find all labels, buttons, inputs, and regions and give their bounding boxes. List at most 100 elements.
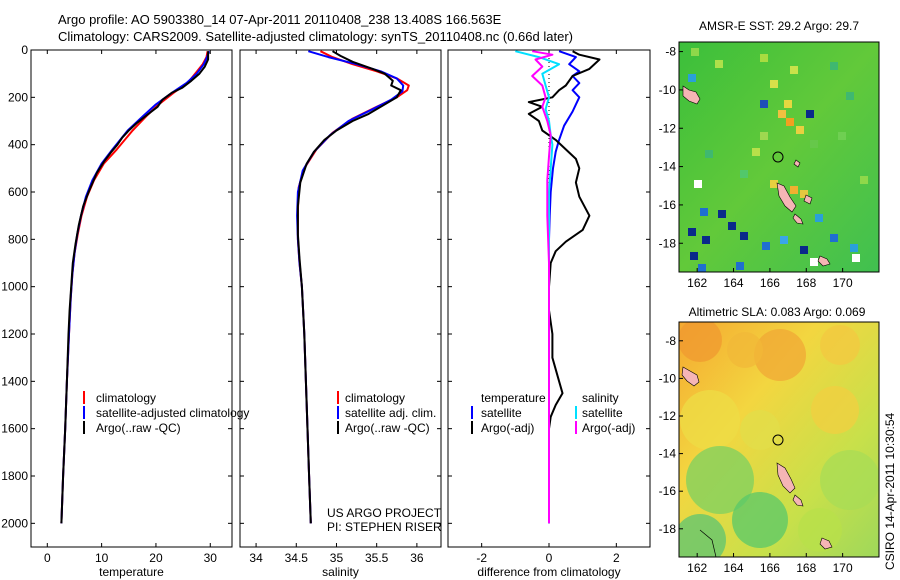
header-line1: Argo profile: AO 5903380_14 07-Apr-2011 …: [58, 12, 502, 27]
sla-blob: [727, 332, 763, 368]
y-tick-label: -10: [659, 371, 677, 385]
legend-label-argo: Argo(..raw -QC): [96, 421, 181, 435]
sst-cell: [688, 228, 696, 236]
y-tick-label: -14: [659, 160, 677, 174]
sst-cell: [691, 48, 699, 56]
legend-label-temp-satellite: satellite: [481, 406, 522, 420]
sla-map: [679, 322, 879, 557]
x-tick-label: 164: [724, 276, 744, 290]
sst-map-title: AMSR-E SST: 29.2 Argo: 29.7: [699, 19, 859, 33]
island-5: [819, 537, 833, 550]
sst-cell: [770, 180, 778, 188]
sst-cell: [815, 214, 823, 222]
x-tick-label: 20: [149, 551, 163, 565]
sst-cell: [702, 236, 710, 244]
sst-cell: [838, 132, 846, 140]
sst-cells: [688, 48, 868, 272]
sst-cell: [780, 236, 788, 244]
y-tick-label: -18: [659, 236, 677, 250]
sst-cell: [770, 80, 778, 88]
y-tick-label: -14: [659, 447, 677, 461]
y-tick-label: -18: [659, 522, 677, 536]
legend-title-temperature: temperature: [481, 391, 546, 405]
x-tick-label: 0: [546, 551, 553, 565]
sst-cell: [740, 170, 748, 178]
y-tick-label: -10: [659, 83, 677, 97]
legend-label-climatology: climatology: [96, 391, 156, 405]
island-1: [681, 366, 700, 387]
x-tick-label: 170: [833, 276, 853, 290]
x-tick-label: 34: [249, 551, 263, 565]
series-line: [60, 51, 209, 524]
x-tick-label: 34.5: [285, 551, 309, 565]
series-line: [527, 50, 601, 524]
island-3: [792, 494, 804, 507]
series-line: [296, 50, 410, 524]
x-tick-label: 35: [330, 551, 344, 565]
salinity-legend: climatology satellite adj. clim. Argo(..…: [337, 391, 436, 435]
legend-label-satellite: satellite-adjusted climatology: [96, 406, 249, 420]
sst-cell: [852, 254, 860, 262]
sst-cell: [850, 244, 858, 252]
sst-cell: [736, 262, 744, 270]
sst-cell: [752, 148, 760, 156]
x-tick-label: 166: [760, 561, 780, 575]
y-tick-label: 2000: [1, 516, 28, 530]
island-2: [776, 462, 796, 494]
y-tick-label: 1000: [1, 280, 28, 294]
series-line: [531, 50, 554, 524]
sst-cell: [806, 110, 814, 118]
x-tick-label: 170: [833, 561, 853, 575]
sla-blob: [680, 390, 740, 450]
sst-cell: [700, 208, 708, 216]
coastline-edge: [699, 529, 717, 557]
sst-cell: [690, 252, 698, 260]
sst-cell: [688, 74, 696, 82]
sst-cell: [800, 190, 808, 198]
pi-label: PI: STEPHEN RISER: [327, 520, 442, 534]
y-tick-label: -8: [665, 45, 676, 59]
x-tick-label: 36: [410, 551, 424, 565]
sla-map-axes: 162 164 166 168 170 -8 -10 -12 -14 -16 -18: [659, 334, 853, 575]
difference-legend: temperature satellite Argo(-adj) salinit…: [471, 391, 635, 435]
island-6: [793, 159, 801, 168]
series-line: [60, 50, 211, 524]
y-tick-label: 200: [8, 90, 28, 104]
sst-cell: [790, 186, 798, 194]
sst-cell: [800, 246, 808, 254]
sla-blob: [820, 450, 879, 510]
sst-cell: [846, 92, 854, 100]
sst-cell: [830, 62, 838, 70]
x-tick-label: 0: [44, 551, 51, 565]
x-tick-label: 10: [95, 551, 109, 565]
y-tick-label: -16: [659, 484, 677, 498]
temperature-panel: 0 200 400 600 800 1000 1200 1400 1600 1800 2000 0 10…: [1, 43, 233, 579]
timestamp-label: CSIRO 14-Apr-2011 10:30:54: [883, 412, 897, 570]
sst-cell: [810, 258, 818, 266]
sst-cell: [784, 100, 792, 108]
x-tick-label: 35.5: [365, 551, 389, 565]
legend-label-temp-argo: Argo(-adj): [481, 421, 534, 435]
y-tick-label: 600: [8, 185, 28, 199]
x-axis-label: salinity: [322, 565, 359, 579]
x-axis-label: temperature: [99, 565, 164, 579]
sst-cell: [810, 140, 818, 148]
x-tick-label: 168: [796, 561, 816, 575]
sst-cell: [728, 222, 736, 230]
x-axis-label: difference from climatology: [477, 565, 620, 579]
legend-label-satellite: satellite adj. clim.: [345, 406, 436, 420]
sla-blob: [686, 446, 754, 514]
y-tick-label: 1600: [1, 422, 28, 436]
sst-cell: [694, 180, 702, 188]
island-1: [682, 85, 701, 105]
sst-cell: [778, 110, 786, 118]
sst-cell: [760, 100, 768, 108]
legend-label-climatology: climatology: [345, 391, 405, 405]
island-4: [803, 194, 813, 205]
series-line: [296, 50, 402, 524]
legend-title-salinity: salinity: [582, 391, 619, 405]
sst-cell: [715, 60, 723, 68]
y-tick-label: -16: [659, 198, 677, 212]
